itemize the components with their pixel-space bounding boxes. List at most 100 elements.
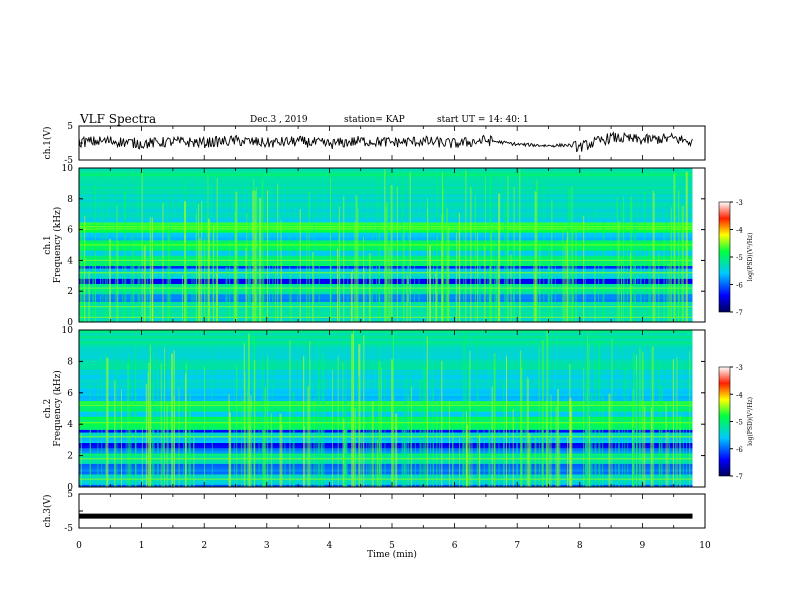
spectrogram-streak xyxy=(357,207,359,322)
y-tick-label: 0 xyxy=(67,318,73,328)
spectrogram-streak xyxy=(204,238,206,322)
spectrogram-streak xyxy=(505,355,507,487)
spectrogram-row xyxy=(79,332,693,336)
spectrogram-streak xyxy=(630,196,633,322)
spectrogram-streak xyxy=(271,351,273,487)
x-tick-label: 6 xyxy=(452,541,458,551)
spectrogram-streak xyxy=(546,330,548,487)
spectrogram-streak xyxy=(541,339,544,487)
spectrogram-streak xyxy=(114,380,116,487)
spectrogram-streak xyxy=(669,262,671,322)
spectrogram-streak xyxy=(234,212,236,322)
spectrogram-streak xyxy=(564,243,566,322)
spectrogram-streak xyxy=(89,246,91,322)
spectrogram-streak xyxy=(626,241,628,322)
spectrogram-row xyxy=(79,411,693,415)
spectrogram-streak xyxy=(160,363,162,487)
spectrogram-streak xyxy=(455,200,457,322)
spectrogram-row xyxy=(79,330,693,334)
spectrogram-streak xyxy=(570,405,573,487)
y-tick-label: 2 xyxy=(67,287,73,297)
spectrogram-streak xyxy=(390,185,393,322)
spectrogram-streak xyxy=(204,366,206,487)
spectrogram-streak xyxy=(503,381,505,487)
spectrogram-streak xyxy=(305,345,307,487)
y-tick-label: 6 xyxy=(67,389,73,399)
spectrogram-streak xyxy=(189,393,191,487)
spectrogram-row xyxy=(79,178,693,182)
colorbar-tick-label: -4 xyxy=(736,391,743,399)
spectrogram-streak xyxy=(215,229,217,322)
spectrogram-streak xyxy=(534,191,537,322)
spectrogram-streak xyxy=(254,360,256,487)
spectrogram-streak xyxy=(351,269,353,322)
spectrogram-streak xyxy=(641,351,644,487)
spectrogram-streak xyxy=(299,209,301,322)
spectrogram-streak xyxy=(186,262,188,322)
spectrogram-streak xyxy=(396,186,398,322)
spectrogram-row xyxy=(79,374,693,378)
spectrogram-streak xyxy=(498,428,500,487)
x-tick-label: 2 xyxy=(201,541,207,551)
spectrogram-streak xyxy=(401,414,404,487)
spectrogram-streak xyxy=(409,171,411,322)
spectrogram-streak xyxy=(135,346,137,487)
spectrogram-streak xyxy=(437,180,439,322)
x-tick-label: 5 xyxy=(389,541,395,551)
spectrogram-streak xyxy=(207,218,210,322)
spectrogram-streak xyxy=(392,332,394,487)
y-axis-label: ch.3(V) xyxy=(42,495,53,528)
y-axis-label: ch.1(V) xyxy=(42,127,53,160)
spectrogram-streak xyxy=(526,376,528,487)
spectrogram-streak xyxy=(347,232,349,322)
spectrogram-streak xyxy=(621,257,623,322)
spectrogram-streak xyxy=(615,391,617,487)
spectrogram-streak xyxy=(429,336,431,487)
colorbar-tick-label: -5 xyxy=(736,419,743,427)
spectrogram-streak xyxy=(413,251,415,322)
spectrogram-streak xyxy=(376,425,378,487)
spectrogram-streak xyxy=(680,207,682,322)
spectrogram-streak xyxy=(193,271,195,322)
colorbar-tick-label: -7 xyxy=(736,309,743,317)
spectrogram-streak xyxy=(589,416,591,487)
spectrogram-row xyxy=(79,473,693,478)
spectrogram-streak xyxy=(152,259,154,322)
spectrogram-streak xyxy=(199,259,201,322)
spectrogram-streak xyxy=(354,220,356,322)
spectrogram-streak xyxy=(370,251,372,322)
spectrogram-streak xyxy=(446,208,449,322)
spectrogram-streak xyxy=(414,403,416,487)
spectrogram-streak xyxy=(549,438,551,487)
colorbar-tick-label: -5 xyxy=(736,254,743,262)
spectrogram-streak xyxy=(120,389,122,487)
spectrogram-streak xyxy=(442,189,444,322)
spectrogram-streak xyxy=(410,373,412,487)
spectrogram-streak xyxy=(132,249,134,322)
spectrogram-streak xyxy=(106,193,108,322)
y-tick-label: 2 xyxy=(67,452,73,462)
spectrogram-streak xyxy=(583,215,585,322)
spectrogram-row xyxy=(79,450,693,454)
spectrogram-streak xyxy=(598,339,601,487)
spectrogram-streak xyxy=(141,426,143,487)
spectrogram-streak xyxy=(207,173,209,322)
spectrogram-streak xyxy=(404,378,406,487)
spectrogram-streak xyxy=(477,390,479,487)
panel-frame xyxy=(78,493,706,529)
spectrogram-streak xyxy=(308,191,310,322)
spectrogram-streak xyxy=(261,354,264,487)
spectrogram-streak xyxy=(489,266,491,322)
spectrogram-streak xyxy=(617,404,620,487)
spectrogram-streak xyxy=(650,239,652,322)
spectrogram-row xyxy=(79,382,693,386)
spectrogram-row xyxy=(79,196,693,200)
spectrogram-row xyxy=(79,463,693,467)
x-tick-label: 1 xyxy=(139,541,145,551)
spectrogram-streak xyxy=(589,422,591,487)
spectrogram-streak xyxy=(374,411,376,487)
spectrogram-streak xyxy=(654,265,656,322)
spectrogram-streak xyxy=(483,426,485,487)
spectrogram-streak xyxy=(677,272,679,322)
spectrogram-streak xyxy=(444,230,446,322)
